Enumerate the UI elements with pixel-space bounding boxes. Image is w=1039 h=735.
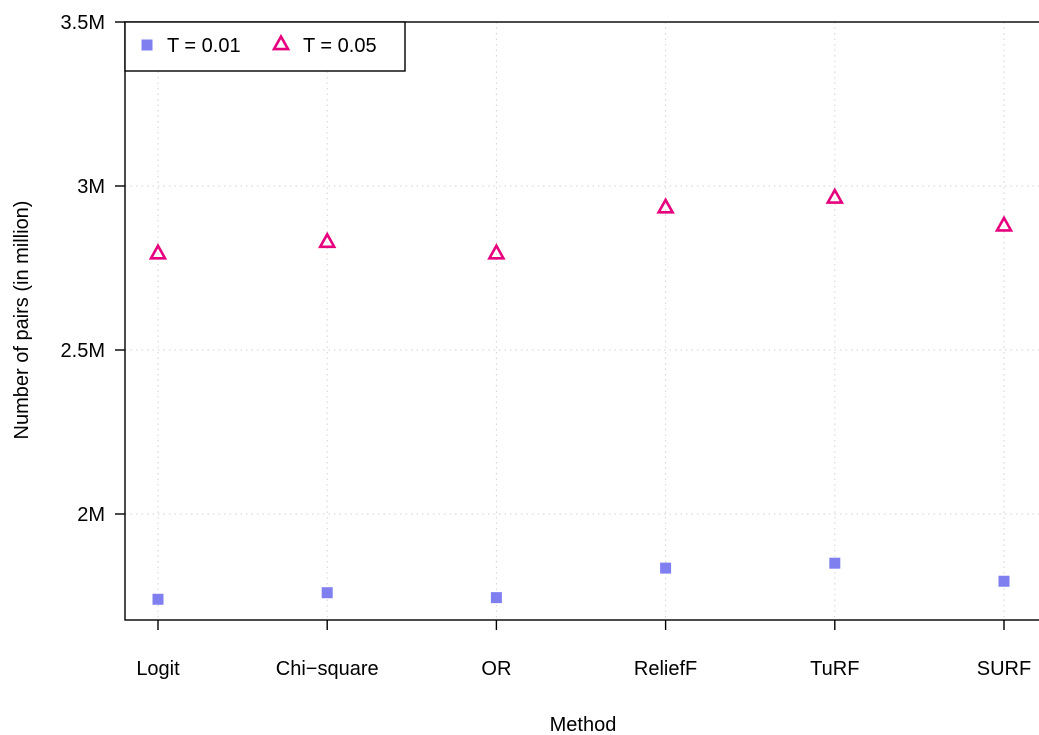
data-point-triangle	[487, 243, 506, 260]
data-point-triangle	[148, 243, 168, 260]
legend-label: T = 0.05	[303, 35, 377, 57]
y-tick-label: 3M	[77, 176, 105, 198]
legend-marker-square	[141, 39, 153, 51]
data-point-square	[321, 587, 333, 599]
data-point-triangle	[825, 187, 845, 204]
x-tick-label: SURF	[977, 658, 1031, 680]
data-point-square	[490, 592, 502, 604]
y-axis-label: Number of pairs (in million)	[11, 201, 33, 440]
x-axis-label: Method	[550, 714, 617, 735]
series-2	[148, 187, 1014, 260]
series-1	[152, 557, 1010, 605]
legend-marker-triangle	[271, 33, 291, 51]
x-tick-label: Chi−square	[276, 658, 379, 680]
x-tick-label: OR	[481, 658, 511, 680]
data-point-triangle	[994, 215, 1014, 232]
data-point-square	[152, 593, 164, 605]
data-point-square	[660, 562, 672, 574]
x-tick-label: Logit	[136, 658, 180, 680]
data-point-triangle	[656, 197, 675, 214]
data-point-square	[829, 557, 841, 569]
legend-label: T = 0.01	[167, 35, 241, 57]
y-tick-label: 3.5M	[61, 12, 105, 34]
y-tick-label: 2.5M	[61, 340, 105, 362]
data-point-square	[998, 575, 1010, 587]
legend-box	[124, 21, 406, 72]
plot-frame	[124, 21, 1039, 621]
x-tick-label: TuRF	[810, 658, 859, 680]
marks-layer	[148, 187, 1014, 605]
data-point-triangle	[317, 231, 337, 249]
legend: T = 0.01 T = 0.05	[124, 21, 406, 72]
grid-layer	[125, 21, 1039, 620]
x-tick-label: ReliefF	[634, 658, 697, 680]
y-tick-label: 2M	[77, 504, 105, 526]
axes-layer: 2M 2.5M 3M 3.5M Logit Chi−square OR ReliefF TuRF…	[61, 12, 1032, 680]
